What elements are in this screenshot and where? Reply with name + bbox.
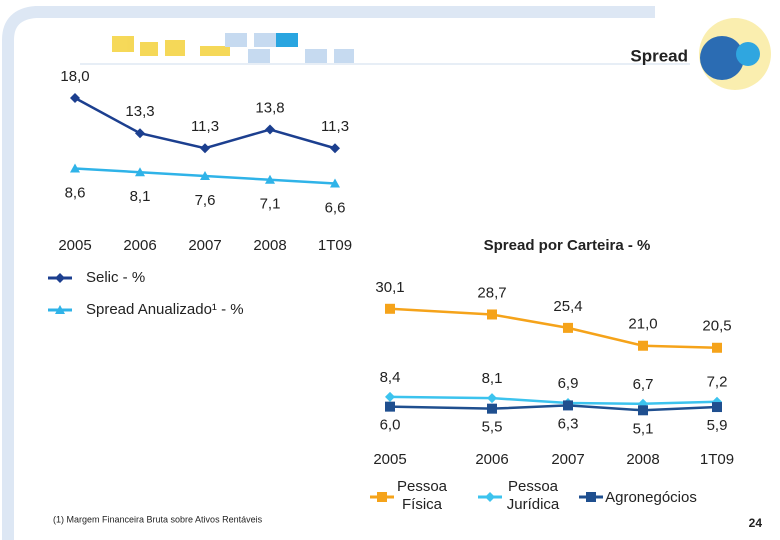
point <box>638 405 648 416</box>
x-tick-label: 2005 <box>373 451 406 468</box>
value-label: 8,1 <box>130 188 151 205</box>
legend-label: Spread Anualizado¹ - % <box>86 301 244 318</box>
legend-marker <box>55 273 65 283</box>
point <box>487 309 497 320</box>
point <box>563 400 573 411</box>
point <box>487 403 497 414</box>
value-label: 8,4 <box>380 369 401 386</box>
value-label: 6,0 <box>380 417 401 434</box>
point <box>712 402 722 413</box>
point <box>135 167 145 177</box>
legend-label: Pessoa Física <box>396 478 448 513</box>
page-number: 24 <box>749 516 763 530</box>
point <box>70 163 80 173</box>
legend-marker <box>586 492 596 502</box>
point <box>330 143 340 154</box>
value-label: 11,3 <box>191 118 219 135</box>
value-label: 11,3 <box>321 118 349 135</box>
x-tick-label: 2005 <box>58 237 91 254</box>
legend-marker <box>485 492 495 502</box>
value-label: 5,9 <box>707 417 728 434</box>
header-squares <box>225 33 354 63</box>
value-label: 6,6 <box>325 199 346 216</box>
x-tick-label: 2006 <box>123 237 156 254</box>
value-label: 13,8 <box>255 99 284 116</box>
legend-marker <box>55 305 65 314</box>
x-tick-label: 2006 <box>475 451 508 468</box>
value-label: 6,3 <box>558 415 579 432</box>
point <box>385 391 395 402</box>
legend-label: Agronegócios <box>605 489 697 506</box>
x-tick-label: 1T09 <box>700 451 734 468</box>
legend-label: Selic - % <box>86 269 145 286</box>
x-tick-label: 2008 <box>626 451 659 468</box>
value-label: 8,1 <box>482 370 503 387</box>
point <box>330 178 340 188</box>
x-tick-label: 1T09 <box>318 237 352 254</box>
value-label: 7,6 <box>195 192 216 209</box>
series-line <box>389 404 718 412</box>
value-label: 28,7 <box>477 284 506 301</box>
header-title: Spread <box>630 46 688 65</box>
point <box>200 171 210 180</box>
value-label: 6,7 <box>633 376 654 393</box>
point <box>385 303 395 314</box>
point <box>265 174 275 184</box>
value-label: 21,0 <box>628 316 657 333</box>
header-decor <box>112 36 230 56</box>
frame <box>2 5 655 540</box>
value-label: 5,1 <box>633 420 654 437</box>
value-label: 13,3 <box>125 103 154 120</box>
value-label: 7,2 <box>707 374 728 391</box>
point <box>70 93 80 103</box>
value-label: 20,5 <box>702 318 731 335</box>
point <box>563 322 573 333</box>
point <box>487 393 497 404</box>
point <box>265 124 275 135</box>
value-label: 8,6 <box>65 184 86 201</box>
value-label: 30,1 <box>375 279 404 296</box>
logo <box>699 18 771 90</box>
chart-title: Spread por Carteira - % <box>484 237 651 254</box>
point <box>638 340 648 351</box>
x-tick-label: 2007 <box>551 451 584 468</box>
point <box>712 342 722 353</box>
point <box>385 401 395 412</box>
point <box>200 143 210 154</box>
x-tick-label: 2008 <box>253 237 286 254</box>
footnote: (1) Margem Financeira Bruta sobre Ativos… <box>53 514 263 524</box>
value-label: 5,5 <box>482 419 503 436</box>
x-tick-label: 2007 <box>188 237 221 254</box>
point <box>135 128 145 139</box>
value-label: 25,4 <box>553 298 582 315</box>
legend-marker <box>377 492 387 502</box>
value-label: 18,0 <box>60 68 89 85</box>
value-label: 7,1 <box>260 196 281 213</box>
series-line <box>389 395 718 406</box>
legend-label: Pessoa Jurídica <box>506 478 560 513</box>
value-label: 6,9 <box>558 375 579 392</box>
